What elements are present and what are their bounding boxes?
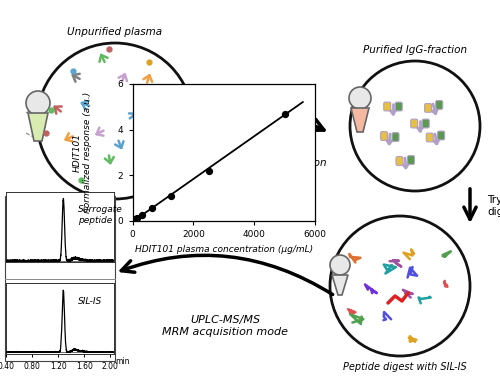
FancyBboxPatch shape bbox=[424, 104, 432, 112]
Polygon shape bbox=[332, 275, 348, 295]
FancyBboxPatch shape bbox=[436, 101, 442, 109]
Point bbox=[204, 168, 212, 174]
Polygon shape bbox=[28, 113, 48, 141]
Point bbox=[131, 216, 139, 223]
FancyBboxPatch shape bbox=[411, 119, 418, 128]
Text: UPLC-MS/MS
MRM acquisition mode: UPLC-MS/MS MRM acquisition mode bbox=[162, 315, 288, 337]
Text: Trypsin
digestion: Trypsin digestion bbox=[487, 195, 500, 217]
Circle shape bbox=[349, 87, 371, 109]
FancyBboxPatch shape bbox=[392, 133, 399, 141]
Polygon shape bbox=[351, 108, 369, 132]
FancyBboxPatch shape bbox=[396, 157, 403, 165]
Point bbox=[166, 193, 174, 199]
Point bbox=[148, 205, 156, 211]
Circle shape bbox=[330, 255, 350, 275]
Text: Purified IgG-fraction: Purified IgG-fraction bbox=[363, 45, 467, 55]
Point bbox=[280, 110, 288, 117]
Circle shape bbox=[26, 91, 50, 115]
Text: SIL-IS: SIL-IS bbox=[78, 297, 102, 306]
FancyBboxPatch shape bbox=[396, 102, 402, 111]
FancyBboxPatch shape bbox=[408, 155, 414, 164]
Text: min: min bbox=[115, 357, 130, 366]
Circle shape bbox=[350, 61, 480, 191]
Text: Surrogate
peptide: Surrogate peptide bbox=[78, 205, 122, 225]
FancyBboxPatch shape bbox=[426, 133, 433, 142]
Text: Peptide digest with SIL-IS: Peptide digest with SIL-IS bbox=[343, 362, 467, 372]
FancyBboxPatch shape bbox=[384, 102, 390, 111]
Text: IgG-fraction purification: IgG-fraction purification bbox=[203, 158, 327, 168]
Y-axis label: HDIT101
normalized response (a.u.): HDIT101 normalized response (a.u.) bbox=[73, 92, 92, 213]
Point bbox=[133, 215, 141, 221]
FancyBboxPatch shape bbox=[5, 196, 115, 361]
FancyBboxPatch shape bbox=[438, 131, 444, 140]
X-axis label: HDIT101 plasma concentration (µg/mL): HDIT101 plasma concentration (µg/mL) bbox=[134, 245, 313, 254]
Circle shape bbox=[37, 43, 193, 199]
Circle shape bbox=[330, 216, 470, 356]
FancyBboxPatch shape bbox=[422, 119, 429, 128]
Text: Unpurified plasma: Unpurified plasma bbox=[68, 27, 162, 37]
Point bbox=[138, 211, 146, 218]
FancyBboxPatch shape bbox=[380, 131, 388, 140]
